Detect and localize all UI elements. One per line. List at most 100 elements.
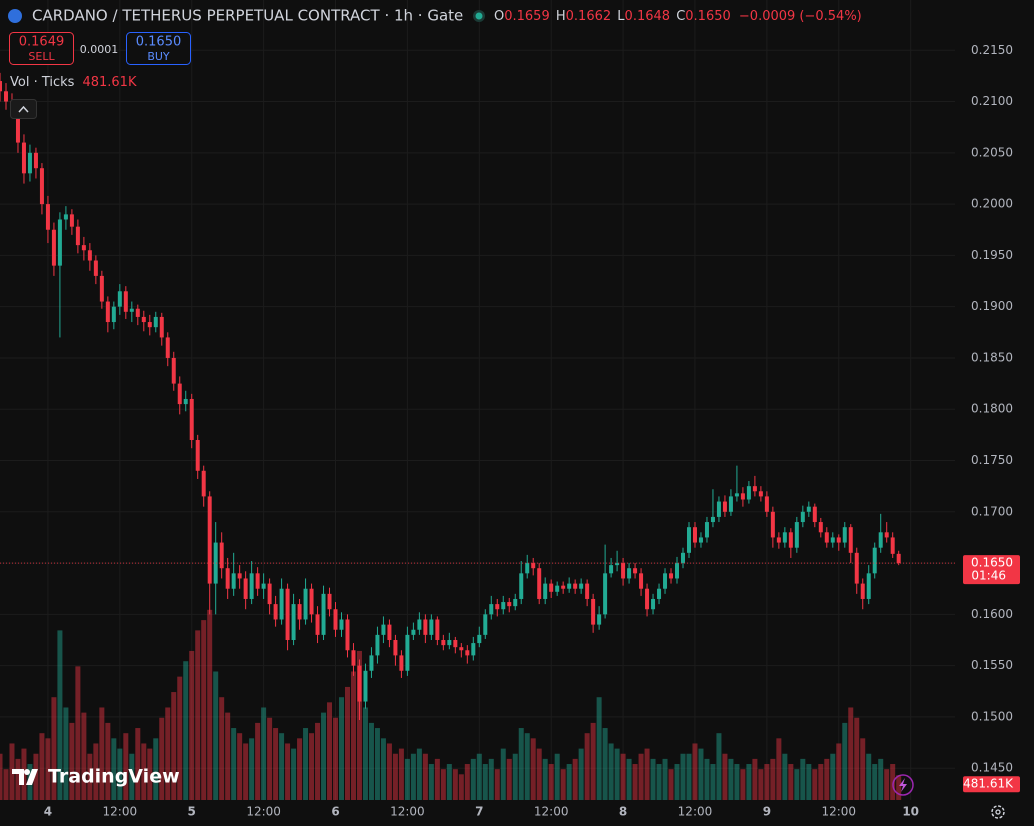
candle-body — [207, 496, 212, 584]
collapse-box[interactable] — [10, 99, 37, 119]
candle-body — [663, 573, 668, 589]
volume-bar — [344, 686, 350, 800]
gear-hub[interactable] — [995, 809, 1001, 815]
candle-body — [309, 588, 314, 615]
volume-bar — [674, 764, 680, 800]
volume-value: 481.61K — [82, 75, 136, 90]
candle-body — [680, 552, 685, 564]
y-tick-label: 0.1850 — [971, 350, 1013, 364]
candle-body — [429, 619, 434, 635]
x-tick-label: 9 — [763, 805, 771, 819]
candle-body — [267, 583, 272, 605]
volume-bar — [578, 748, 584, 800]
volume-bar — [704, 758, 710, 800]
volume-bar — [446, 764, 452, 800]
volume-bar — [237, 733, 243, 800]
candle-body — [225, 568, 230, 589]
volume-bar — [15, 758, 21, 800]
volume-bar — [620, 753, 626, 800]
candle-body — [345, 619, 350, 651]
buy-price[interactable]: 0.1650 — [136, 35, 182, 50]
collapse-button[interactable] — [10, 99, 37, 119]
volume-bar — [866, 753, 872, 800]
settings-button[interactable] — [991, 805, 1005, 819]
candle-body — [770, 511, 775, 538]
candle-body — [686, 527, 691, 553]
volume-bar — [848, 707, 854, 800]
candle-body — [627, 568, 632, 579]
candle-body — [255, 573, 260, 589]
candle-body — [567, 583, 572, 589]
volume-bar — [333, 717, 339, 800]
candle-body — [489, 604, 494, 615]
alert-button[interactable] — [892, 774, 914, 796]
candle-body — [639, 573, 644, 589]
volume-bar — [225, 712, 231, 800]
candle-body — [507, 602, 512, 607]
sell-box[interactable] — [9, 32, 74, 65]
buy-button[interactable]: 0.1650 BUY — [126, 32, 191, 65]
volume-bar — [734, 764, 740, 800]
volume-bar — [93, 743, 99, 800]
buy-label[interactable]: BUY — [147, 50, 170, 63]
candle-body — [219, 542, 224, 569]
candle-body — [621, 563, 626, 579]
y-tick-label: 0.1500 — [971, 709, 1013, 723]
candle-body — [249, 573, 254, 599]
candle-body — [561, 585, 566, 589]
volume-bar — [842, 722, 848, 800]
candle-body — [483, 614, 488, 635]
candle-body — [453, 640, 458, 648]
volume-bar — [428, 764, 434, 800]
candle-body — [860, 583, 865, 599]
candle-body — [645, 588, 650, 610]
candle-body — [537, 568, 542, 599]
candle-body — [105, 301, 110, 323]
volume-bar — [632, 764, 638, 800]
volume-bar — [33, 753, 39, 800]
y-tick-label: 0.1900 — [971, 299, 1013, 313]
spread: 0.0001 — [80, 43, 119, 56]
candle-body — [675, 563, 680, 579]
volume-bar — [878, 758, 884, 800]
sell-label[interactable]: SELL — [28, 50, 55, 63]
y-tick-label: 0.2050 — [971, 145, 1013, 159]
alert-ring[interactable] — [892, 774, 914, 796]
label: H — [556, 9, 566, 24]
candle-body — [33, 152, 38, 169]
candle-body — [321, 593, 326, 635]
sell-price[interactable]: 0.1649 — [19, 35, 65, 50]
candle-body — [812, 506, 817, 523]
y-tick-label: 0.1950 — [971, 248, 1013, 262]
candle-body — [21, 142, 26, 174]
candle-body — [722, 501, 727, 512]
candle-body — [87, 250, 92, 261]
candle-body — [213, 542, 218, 584]
candle-body — [417, 619, 422, 630]
alert-icon[interactable] — [899, 778, 907, 792]
volume-bar — [99, 707, 105, 800]
volume-bar — [350, 671, 356, 800]
candle-body — [615, 563, 620, 566]
y-tick-label: 0.1750 — [971, 453, 1013, 467]
sell-button[interactable]: 0.1649 SELL — [9, 32, 74, 65]
gear[interactable] — [991, 805, 1005, 819]
candle-body — [57, 219, 62, 266]
candle-body — [81, 245, 86, 251]
candle-body — [387, 624, 392, 640]
volume-bar — [488, 758, 494, 800]
volume-bar — [189, 650, 195, 800]
volume-bar — [686, 753, 692, 800]
volume-bar — [231, 728, 237, 800]
candle-body — [27, 152, 32, 174]
candle-body — [692, 527, 697, 543]
volume-bar — [854, 717, 860, 800]
candle-body — [854, 552, 859, 584]
volume-bar — [602, 728, 608, 800]
buy-box[interactable] — [126, 32, 191, 65]
candle-body — [806, 506, 811, 512]
volume-bar — [452, 769, 458, 800]
collapse-icon[interactable] — [18, 105, 29, 113]
